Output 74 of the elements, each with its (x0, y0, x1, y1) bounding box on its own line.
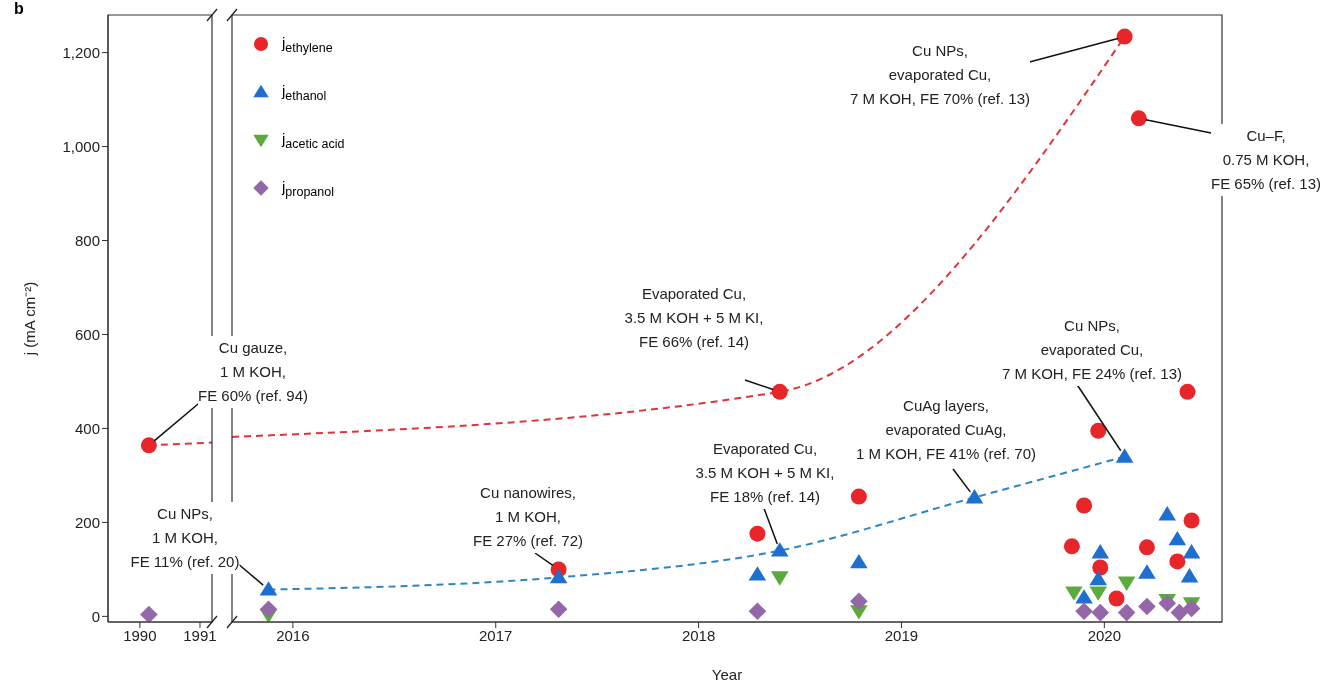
point (549, 600, 568, 619)
point (1108, 590, 1125, 607)
point (748, 602, 767, 620)
point (1091, 544, 1110, 559)
point (770, 571, 789, 586)
point (1092, 559, 1109, 576)
point (1179, 383, 1196, 400)
point (770, 542, 789, 557)
point (1138, 539, 1155, 556)
x-tick-label: 1991 (183, 626, 217, 644)
point (1075, 589, 1093, 604)
point (1182, 599, 1201, 618)
point (1138, 564, 1156, 579)
y-tick-label: 200 (74, 513, 100, 531)
point (1063, 538, 1080, 555)
annotation: Evaporated Cu, 3.5 M KOH + 5 M KI, FE 18% (ref. 14) (695, 437, 835, 509)
point (1089, 586, 1108, 601)
point (259, 600, 278, 619)
chart-title: b (14, 0, 24, 18)
x-axis-title: Year (711, 666, 743, 682)
x-tick-label: 2018 (681, 626, 716, 644)
point (1075, 602, 1093, 620)
point (1076, 497, 1093, 514)
point (1180, 568, 1199, 583)
point (850, 488, 867, 505)
point (749, 525, 766, 542)
point (1089, 570, 1108, 586)
point (965, 489, 984, 504)
point (1169, 553, 1186, 570)
x-tick-label: 2017 (479, 626, 513, 644)
point (1116, 28, 1133, 45)
point (1183, 512, 1200, 529)
annotation: Cu NPs, evaporated Cu, 7 M KOH, FE 24% (ref. 13) (1001, 314, 1183, 386)
point (1158, 594, 1177, 613)
annotation: Cu NPs, 1 M KOH, FE 11% (ref. 20) (130, 502, 240, 574)
point (1117, 576, 1136, 591)
y-tick-label: 400 (74, 419, 100, 437)
point (1158, 506, 1177, 521)
point (1138, 597, 1156, 616)
x-tick-label: 2016 (276, 626, 310, 644)
point (1090, 422, 1107, 439)
annotation: Cu nanowires, 1 M KOH, FE 27% (ref. 72) (472, 481, 584, 553)
annotation: Cu NPs, evaporated Cu, 7 M KOH, FE 70% (ref. 13) (849, 39, 1031, 111)
point (1091, 603, 1110, 622)
point (1168, 530, 1187, 546)
point (1117, 603, 1136, 622)
point (1130, 110, 1147, 127)
y-tick-label: 1,200 (62, 43, 100, 61)
annotation: CuAg layers, evaporated CuAg, 1 M KOH, FE 41% (ref. 70) (855, 394, 1037, 466)
x-tick-label: 2019 (884, 626, 919, 644)
x-tick-label: 1990 (123, 626, 157, 644)
point (1065, 586, 1083, 601)
y-tick-label: 800 (74, 231, 100, 249)
legend-label: j$_{ethylene}$ (282, 33, 333, 55)
point (850, 553, 868, 569)
point (771, 383, 788, 400)
y-tick-label: 0 (91, 607, 100, 625)
x-tick-label: 2020 (1087, 626, 1122, 644)
point (549, 568, 568, 584)
point (1182, 544, 1201, 559)
point (1115, 448, 1134, 463)
legend-label: j$_{propanol}$ (282, 177, 334, 199)
point (259, 581, 278, 596)
y-axis-title: j (mA cm⁻²) (21, 281, 39, 357)
annotation: Cu gauze, 1 M KOH, FE 60% (ref. 94) (197, 336, 309, 408)
point (748, 566, 767, 581)
annotation: Evaporated Cu, 3.5 M KOH + 5 M KI, FE 66% (ref. 14) (624, 282, 764, 354)
point (850, 592, 868, 611)
y-tick-label: 1,000 (62, 137, 100, 155)
legend-label: j$_{ethanol}$ (282, 81, 327, 103)
point (1170, 603, 1189, 622)
annotation: Cu–F, 0.75 M KOH, FE 65% (ref. 13) (1210, 124, 1322, 196)
y-tick-label: 600 (74, 325, 100, 343)
legend-label: j$_{acetic acid}$ (282, 129, 345, 151)
